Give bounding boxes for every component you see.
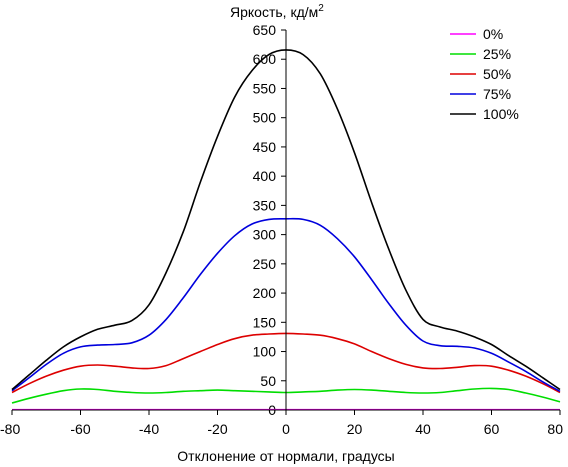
x-tick-label: 40 xyxy=(415,421,431,437)
x-tick-label: -60 xyxy=(70,421,90,437)
axis-ticks: 050100150200250300350400450500550600650-… xyxy=(0,22,563,437)
x-tick-label: 0 xyxy=(282,421,290,437)
x-axis-label: Отклонение от нормали, градусы xyxy=(177,448,394,464)
y-tick-label: 50 xyxy=(260,373,276,389)
legend-label: 0% xyxy=(483,26,503,42)
y-tick-label: 300 xyxy=(253,227,277,243)
x-tick-label: -20 xyxy=(207,421,227,437)
y-axis-label: Яркость, кд/м2 xyxy=(230,3,324,20)
y-tick-label: 200 xyxy=(253,285,277,301)
x-tick-label: -80 xyxy=(0,421,20,437)
y-tick-label: 650 xyxy=(253,22,277,38)
legend: 0% 25% 50% 75% 100% xyxy=(450,26,519,122)
y-tick-label: 500 xyxy=(253,110,277,126)
x-tick-label: 20 xyxy=(347,421,363,437)
x-tick-label: 80 xyxy=(547,421,563,437)
y-tick-label: 550 xyxy=(253,80,277,96)
y-tick-label: 100 xyxy=(253,344,277,360)
y-tick-label: 450 xyxy=(253,139,277,155)
legend-label: 100% xyxy=(483,106,519,122)
legend-label: 75% xyxy=(483,86,511,102)
x-tick-label: 60 xyxy=(484,421,500,437)
legend-label: 25% xyxy=(483,46,511,62)
legend-label: 50% xyxy=(483,66,511,82)
x-tick-label: -40 xyxy=(139,421,159,437)
y-tick-label: 150 xyxy=(253,314,277,330)
y-tick-label: 250 xyxy=(253,256,277,272)
y-tick-label: 400 xyxy=(253,168,277,184)
y-tick-label: 350 xyxy=(253,197,277,213)
y-axis-label-superscript: 2 xyxy=(318,3,324,14)
